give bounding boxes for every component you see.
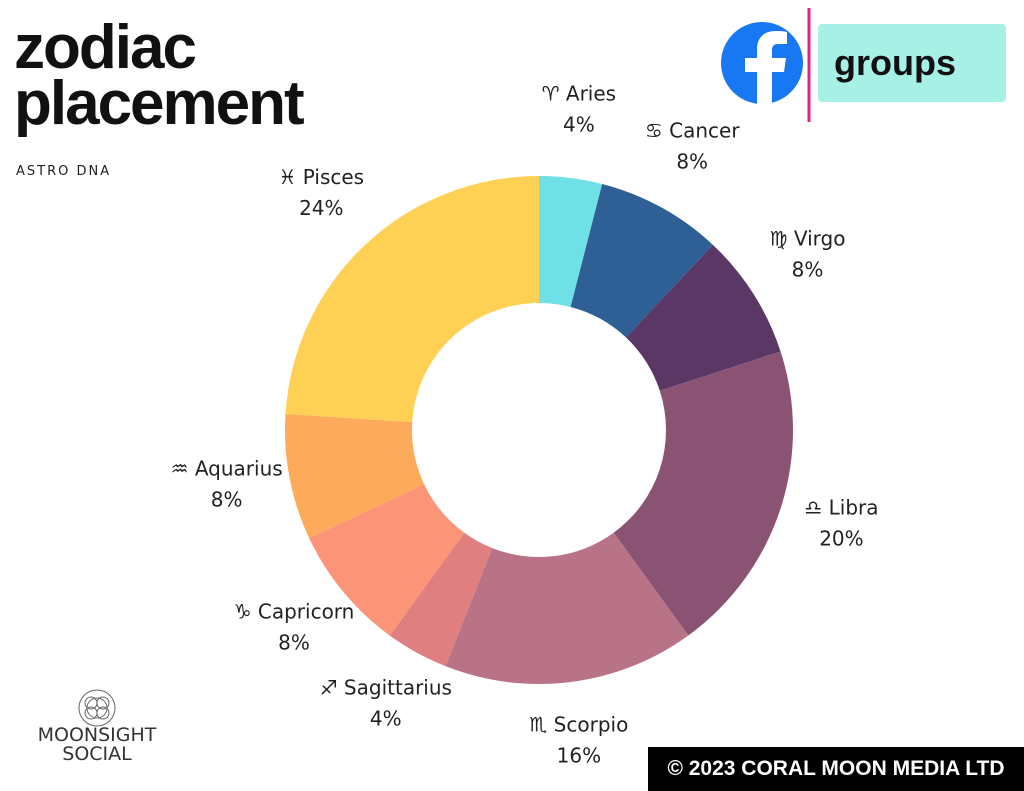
logo-mark [78,689,116,727]
facebook-f [745,31,787,104]
title: zodiac placement [14,13,305,138]
slice-value: 4% [370,707,402,731]
slice-label: ♏ Scorpio [529,712,628,736]
slice-label: ♑ Capricorn [234,600,355,624]
slice-value: 8% [211,488,243,512]
donut-slice [445,532,689,684]
donut-slice [389,532,493,667]
donut-slice [613,351,793,636]
slice-value: 4% [563,113,595,137]
slice-value: 20% [819,526,863,550]
slice-label: ♋ Cancer [645,118,740,142]
donut-slice [625,244,781,391]
copyright: © 2023 CORAL MOON MEDIA LTD [648,747,1024,791]
subtitle: ASTRO DNA [16,164,112,179]
slice-value: 8% [792,258,824,282]
slice-label: ♍ Virgo [770,227,846,251]
donut-slice [285,176,539,423]
slice-value: 24% [299,196,343,220]
slice-label: ♒ Aquarius [171,457,283,481]
donut-slice [570,183,713,338]
slice-label: ♎ Libra [804,495,878,519]
logo-text: MOONSIGHT SOCIAL [37,724,157,765]
donut-slice [539,176,603,307]
slice-label: ♓ Pisces [279,165,365,189]
slice-label: ♈ Aries [542,82,616,106]
slice-value: 8% [676,149,708,173]
donut-slice [309,484,465,636]
groups-badge[interactable]: groups [818,24,1006,102]
slice-label: ♐ Sagittarius [320,676,452,700]
slice-value: 16% [557,743,601,767]
slice-value: 8% [278,631,310,655]
donut-slice [285,414,425,539]
